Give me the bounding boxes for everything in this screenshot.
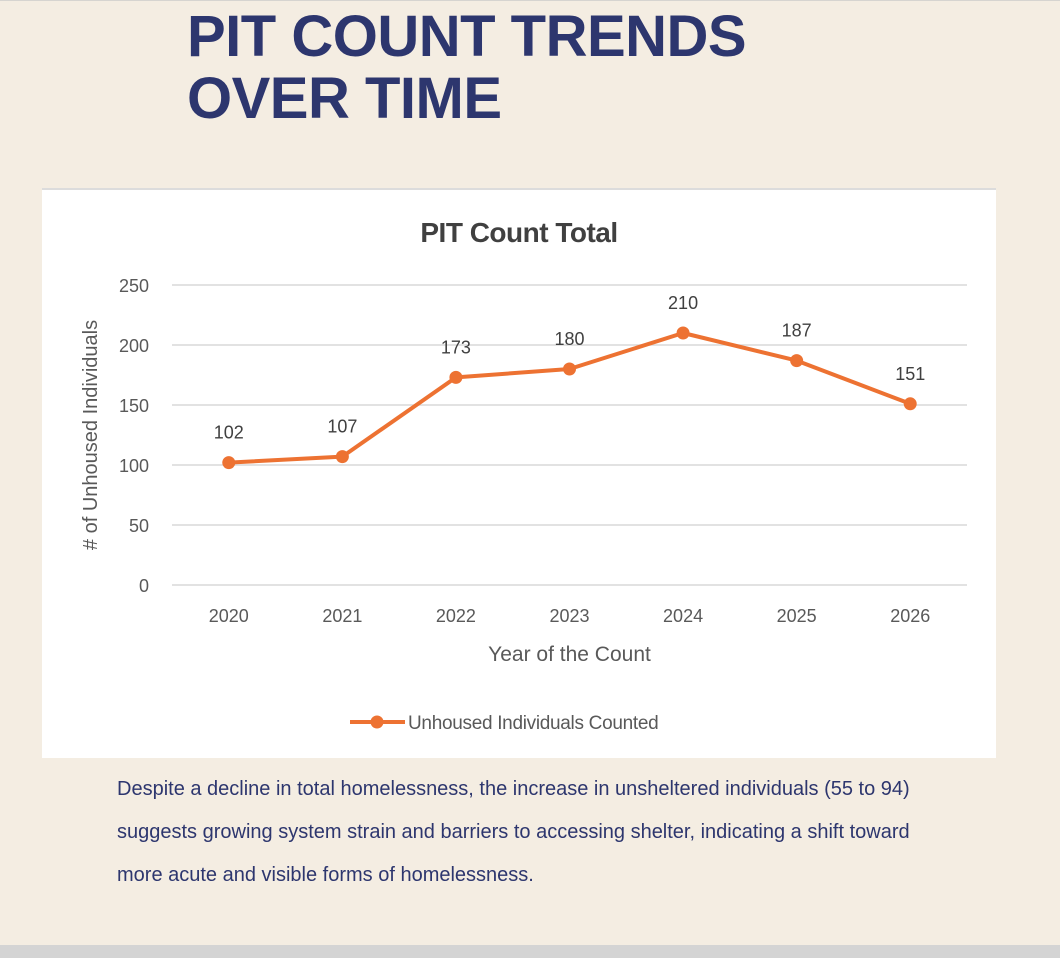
data-label: 151 <box>895 364 925 384</box>
data-label: 173 <box>441 337 471 357</box>
series-line <box>228 331 911 465</box>
data-point <box>903 397 917 411</box>
y-tick-label: 50 <box>129 516 149 536</box>
data-label: 107 <box>327 417 357 437</box>
data-label: 102 <box>214 423 244 443</box>
y-tick-label: 100 <box>119 456 149 476</box>
bottom-band <box>0 945 1060 958</box>
y-axis-label: # of Unhoused Individuals <box>80 320 102 550</box>
legend-label: Unhoused Individuals Counted <box>408 713 658 734</box>
page-title-line-1: PIT COUNT TRENDS <box>187 4 747 69</box>
data-point <box>222 456 236 470</box>
data-label: 180 <box>554 329 584 349</box>
data-point <box>335 450 349 464</box>
chart-title: PIT Count Total <box>420 217 617 248</box>
x-tick-label: 2023 <box>549 606 589 626</box>
line-chart: PIT Count Total 0 50 100 150 200 250 # of Unhou… <box>80 217 967 734</box>
y-tick-label: 150 <box>119 396 149 416</box>
data-point <box>790 354 804 368</box>
data-label: 210 <box>668 293 698 313</box>
data-label: 187 <box>782 321 812 341</box>
y-tick-label: 0 <box>139 576 149 596</box>
x-tick-label: 2024 <box>663 606 703 626</box>
page-title: PIT COUNT TRENDS OVER TIME <box>187 6 987 130</box>
x-tick-label: 2026 <box>890 606 930 626</box>
legend-marker <box>370 715 384 729</box>
data-point <box>676 326 690 340</box>
y-tick-label: 250 <box>119 276 149 296</box>
data-point <box>449 370 463 384</box>
x-tick-label: 2022 <box>436 606 476 626</box>
page-title-line-2: OVER TIME <box>187 66 502 131</box>
data-point <box>563 362 576 376</box>
top-divider <box>0 0 1060 1</box>
summary-text: Despite a decline in total homelessness,… <box>117 778 910 886</box>
x-tick-label: 2021 <box>322 606 362 626</box>
chart-container: PIT Count Total 0 50 100 150 200 250 # of Unhou… <box>42 188 996 758</box>
y-tick-label: 200 <box>119 336 149 356</box>
x-axis-label: Year of the Count <box>488 643 651 666</box>
x-tick-label: 2020 <box>209 606 249 626</box>
x-tick-label: 2025 <box>777 606 817 626</box>
